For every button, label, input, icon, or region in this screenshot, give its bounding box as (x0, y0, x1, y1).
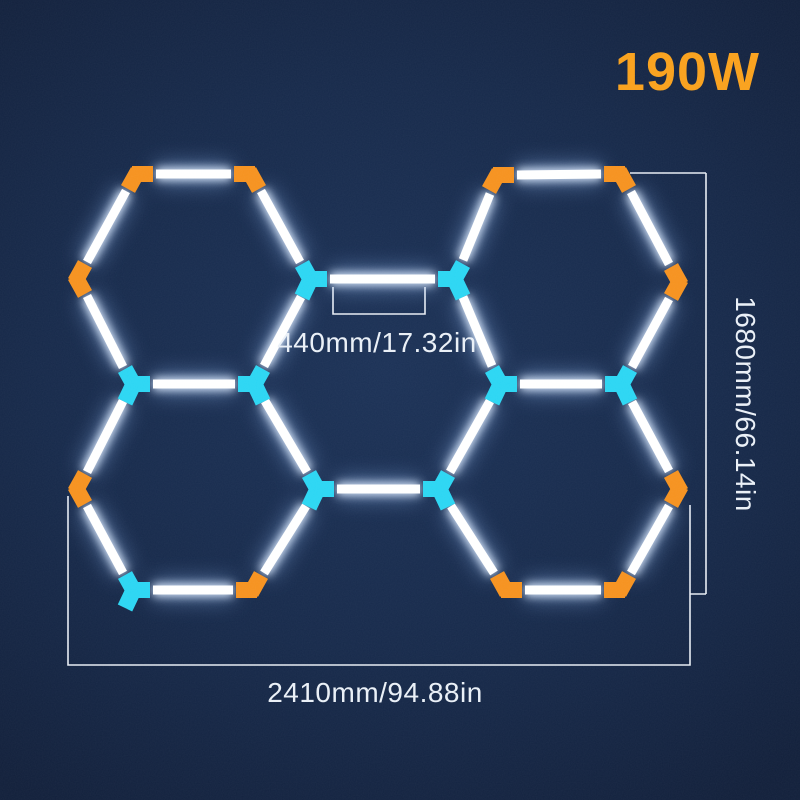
grain-overlay (0, 0, 800, 800)
product-diagram: 190W 440mm/17.32in 1680mm/66.14in 2410mm… (0, 0, 800, 800)
hexagon-light-diagram: 190W 440mm/17.32in 1680mm/66.14in 2410mm… (0, 0, 800, 800)
